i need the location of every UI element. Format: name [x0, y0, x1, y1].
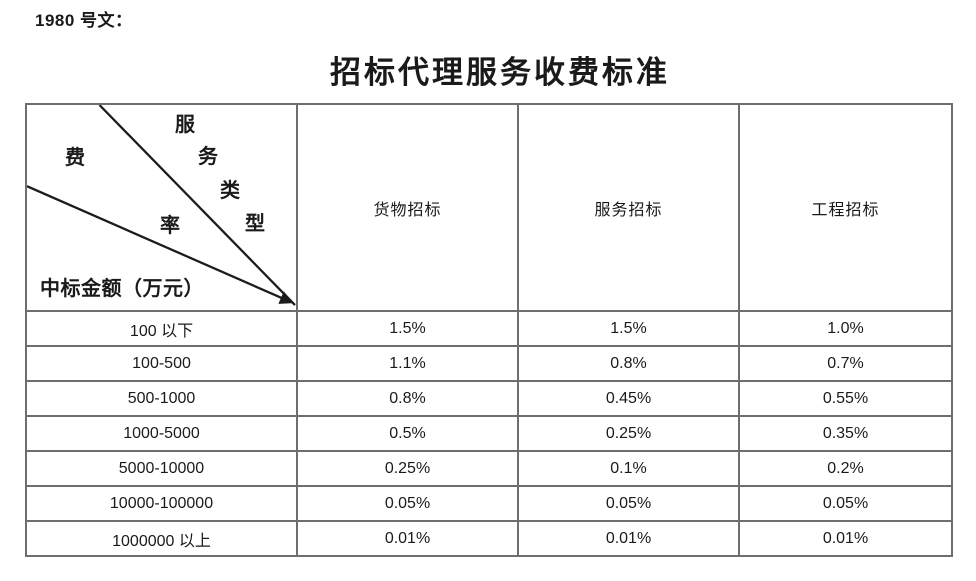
rate-cell: 1.1% — [296, 345, 519, 382]
rate-cell: 0.01% — [296, 520, 519, 557]
table-row: 500-1000 0.8% 0.45% 0.55% — [25, 380, 953, 417]
col-header-goods: 货物招标 — [296, 103, 519, 312]
rate-cell: 1.5% — [296, 310, 519, 347]
rate-cell: 0.5% — [296, 415, 519, 452]
row-amount-range: 1000000 以上 — [25, 520, 298, 557]
corner-rate-char: 费 — [65, 147, 85, 169]
row-amount-range: 500-1000 — [25, 380, 298, 417]
rate-cell: 0.45% — [517, 380, 740, 417]
rate-cell: 0.8% — [296, 380, 519, 417]
corner-type-char: 型 — [245, 213, 265, 235]
rate-cell: 0.2% — [738, 450, 953, 487]
rate-cell: 0.05% — [296, 485, 519, 522]
diagonal-corner-cell: 服 务 类 型 费 率 中标金额（万元） — [25, 103, 298, 312]
rate-cell: 1.5% — [517, 310, 740, 347]
row-amount-range: 100 以下 — [25, 310, 298, 347]
rate-cell: 1.0% — [738, 310, 953, 347]
row-amount-range: 100-500 — [25, 345, 298, 382]
diagonal-line-upper — [98, 105, 296, 306]
rate-cell: 0.25% — [517, 415, 740, 452]
fee-rate-table: 服 务 类 型 费 率 中标金额（万元） 货物招标 服务招标 工程招标 100 … — [25, 103, 953, 557]
corner-amount-label: 中标金额（万元） — [40, 278, 204, 300]
corner-type-char: 务 — [198, 146, 218, 168]
diagonal-line-lower-arrow — [27, 185, 294, 304]
table-header-row: 服 务 类 型 费 率 中标金额（万元） 货物招标 服务招标 工程招标 — [25, 103, 953, 312]
col-header-engineering: 工程招标 — [738, 103, 953, 312]
rate-cell: 0.01% — [517, 520, 740, 557]
row-amount-range: 1000-5000 — [25, 415, 298, 452]
table-row: 1000-5000 0.5% 0.25% 0.35% — [25, 415, 953, 452]
row-amount-range: 5000-10000 — [25, 450, 298, 487]
table-row: 5000-10000 0.25% 0.1% 0.2% — [25, 450, 953, 487]
rate-cell: 0.05% — [517, 485, 740, 522]
table-row: 100-500 1.1% 0.8% 0.7% — [25, 345, 953, 382]
table-row: 1000000 以上 0.01% 0.01% 0.01% — [25, 520, 953, 557]
diagonal-lines-graphic — [27, 105, 296, 306]
rate-cell: 0.25% — [296, 450, 519, 487]
rate-cell: 0.7% — [738, 345, 953, 382]
col-header-services: 服务招标 — [517, 103, 740, 312]
corner-type-char: 服 — [175, 114, 195, 136]
corner-rate-char: 率 — [160, 215, 180, 237]
rate-cell: 0.01% — [738, 520, 953, 557]
rate-cell: 0.35% — [738, 415, 953, 452]
table-row: 100 以下 1.5% 1.5% 1.0% — [25, 310, 953, 347]
rate-cell: 0.8% — [517, 345, 740, 382]
rate-cell: 0.55% — [738, 380, 953, 417]
corner-type-char: 类 — [220, 180, 240, 202]
page-title: 招标代理服务收费标准 — [330, 55, 670, 90]
row-amount-range: 10000-100000 — [25, 485, 298, 522]
rate-cell: 0.05% — [738, 485, 953, 522]
rate-cell: 0.1% — [517, 450, 740, 487]
doc-number-label: 1980 号文： — [35, 11, 133, 30]
table-row: 10000-100000 0.05% 0.05% 0.05% — [25, 485, 953, 522]
